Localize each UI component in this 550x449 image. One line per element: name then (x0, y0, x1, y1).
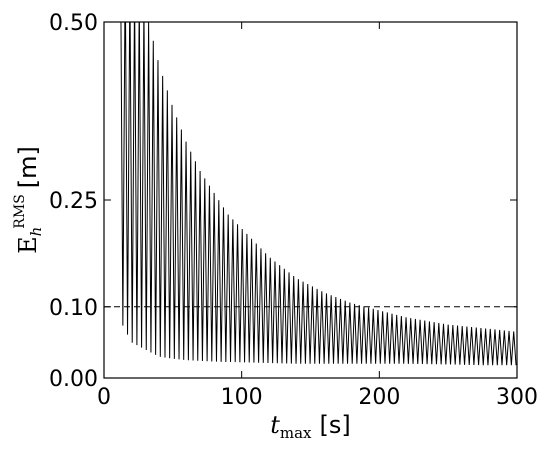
axis-ticks: 0 100 200 300 0.00 0.10 0.25 0.50 (49, 11, 538, 410)
y-axis-superscript: RMS (12, 194, 28, 228)
x-axis-symbol: t (270, 411, 280, 439)
y-tick-label: 0.10 (49, 296, 98, 321)
series-line (120, 22, 517, 366)
x-axis-subscript: max (280, 424, 312, 442)
x-tick-label: 0 (97, 385, 111, 410)
plot-frame (103, 21, 518, 379)
svg-text:EhRMS[m]: EhRMS [m] (12, 146, 45, 254)
y-axis-subscript: h (27, 227, 45, 237)
y-axis-unit: [m] (14, 146, 42, 188)
y-tick-label: 0.00 (49, 367, 98, 392)
x-tick-label: 100 (221, 385, 263, 410)
x-axis-unit: [s] (320, 411, 351, 439)
x-tick-label: 200 (358, 385, 400, 410)
y-axis-symbol: E (14, 236, 42, 254)
y-tick-label: 0.25 (49, 189, 98, 214)
y-axis-label: EhRMS [m] (12, 146, 45, 254)
x-axis-label: tmax [s] (270, 411, 351, 442)
y-tick-label: 0.50 (49, 11, 98, 36)
plot-area (104, 22, 517, 366)
x-tick-label: 300 (496, 385, 538, 410)
